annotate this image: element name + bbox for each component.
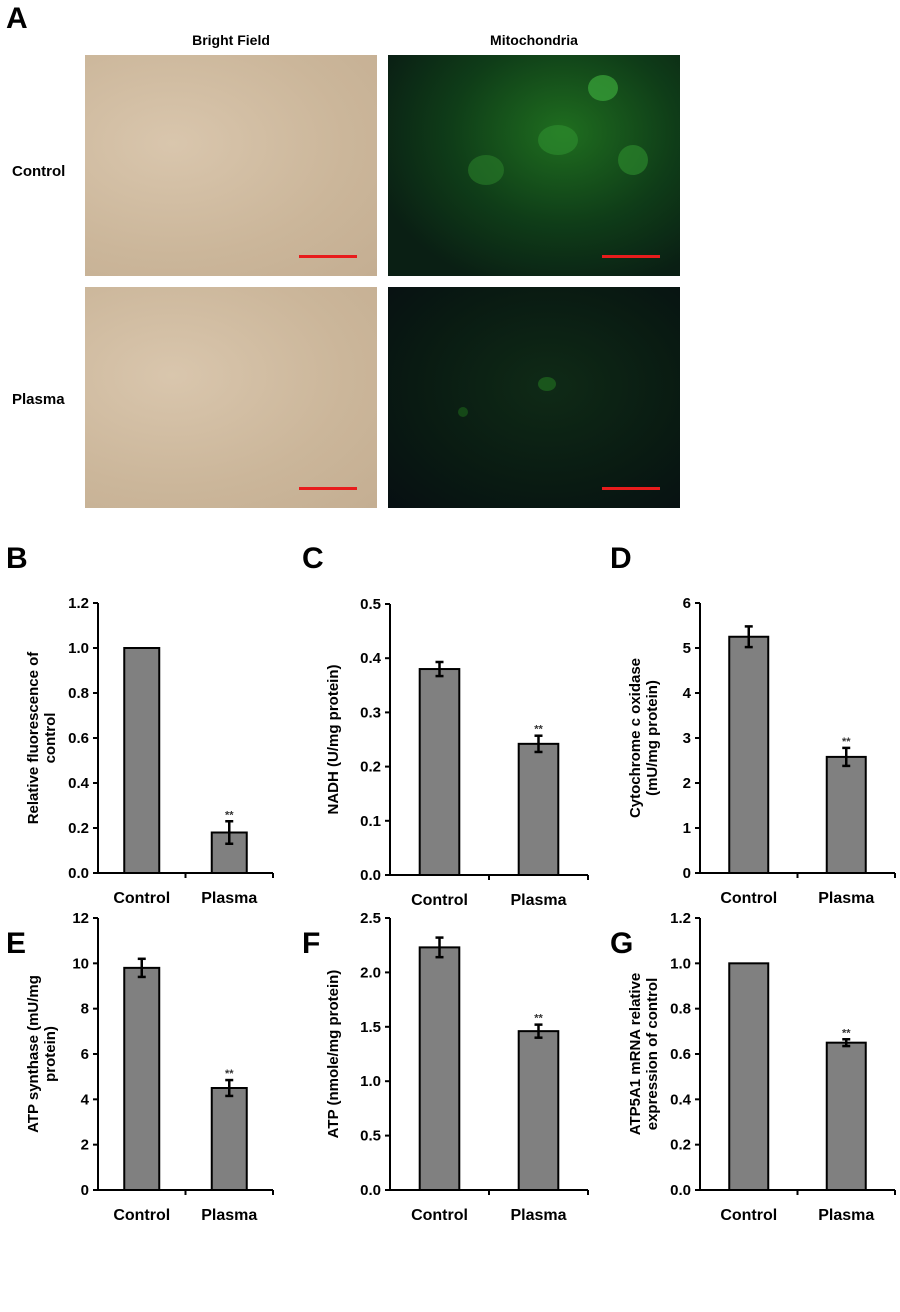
scale-bar bbox=[602, 487, 660, 490]
bright-field-plasma-image bbox=[85, 287, 377, 508]
y-tick-label-d: 2 bbox=[683, 775, 691, 792]
bar-e-plasma bbox=[210, 1087, 248, 1191]
y-tick-label-g: 1.0 bbox=[670, 955, 691, 972]
x-tick-label-d: Plasma bbox=[818, 890, 874, 907]
y-tick-label-c: 0.4 bbox=[360, 650, 382, 667]
x-tick-label-f: Control bbox=[411, 1207, 468, 1224]
panel-label-g: G bbox=[610, 927, 633, 960]
y-tick-label-b: 0.8 bbox=[68, 685, 89, 702]
row-label-control: Control bbox=[12, 163, 66, 180]
y-tick-label-f: 0.0 bbox=[360, 1182, 381, 1199]
y-tick-label-f: 0.5 bbox=[360, 1128, 381, 1145]
y-tick-label-e: 4 bbox=[81, 1091, 90, 1108]
y-tick-label-b: 1.2 bbox=[68, 595, 89, 612]
y-tick-label-d: 0 bbox=[683, 865, 691, 882]
mitochondria-control-image bbox=[388, 55, 680, 276]
y-tick-label-g: 0.6 bbox=[670, 1046, 691, 1063]
y-axis-label-e: ATP synthase (mU/mgprotein) bbox=[25, 975, 59, 1133]
panel-label-b: B bbox=[6, 542, 28, 575]
scale-bar bbox=[602, 255, 660, 258]
significance-marker-b: ** bbox=[225, 809, 234, 821]
bar-c-plasma bbox=[517, 742, 560, 876]
y-tick-label-c: 0.5 bbox=[360, 596, 381, 613]
y-axis-label-g: ATP5A1 mRNA relativeexpression of contro… bbox=[627, 973, 661, 1136]
row-label-plasma: Plasma bbox=[12, 391, 65, 408]
panel-label-e: E bbox=[6, 927, 26, 960]
y-tick-label-b: 0.2 bbox=[68, 820, 89, 837]
x-tick-label-f: Plasma bbox=[510, 1207, 566, 1224]
bar-g-control bbox=[728, 962, 770, 1191]
y-tick-label-f: 2.0 bbox=[360, 964, 381, 981]
x-tick-label-b: Plasma bbox=[201, 890, 257, 907]
bar-g-plasma bbox=[825, 1041, 867, 1191]
y-tick-label-e: 12 bbox=[72, 910, 89, 927]
y-tick-label-g: 0.2 bbox=[670, 1137, 691, 1154]
bar-b-control bbox=[123, 647, 161, 874]
y-tick-label-g: 0.4 bbox=[670, 1091, 692, 1108]
y-tick-label-e: 10 bbox=[72, 955, 89, 972]
column-header-bright-field: Bright Field bbox=[192, 32, 270, 48]
y-tick-label-f: 2.5 bbox=[360, 910, 381, 927]
y-tick-label-c: 0.2 bbox=[360, 759, 381, 776]
x-tick-label-c: Plasma bbox=[510, 892, 566, 909]
y-axis-label-c: NADH (U/mg protein) bbox=[325, 665, 342, 815]
bar-f-plasma bbox=[517, 1030, 560, 1191]
significance-marker-e: ** bbox=[225, 1068, 234, 1080]
panel-label-a: A bbox=[6, 2, 28, 35]
y-axis-label-f: ATP (nmole/mg protein) bbox=[325, 970, 342, 1139]
y-tick-label-c: 0.3 bbox=[360, 704, 381, 721]
y-tick-label-d: 1 bbox=[683, 820, 691, 837]
significance-marker-c: ** bbox=[534, 724, 543, 736]
y-tick-label-e: 8 bbox=[81, 1001, 89, 1018]
bar-d-control bbox=[728, 635, 770, 874]
x-tick-label-e: Control bbox=[113, 1207, 170, 1224]
significance-marker-d: ** bbox=[842, 736, 851, 748]
x-tick-label-g: Control bbox=[720, 1207, 777, 1224]
mitochondria-plasma-image bbox=[388, 287, 680, 508]
y-tick-label-b: 0.6 bbox=[68, 730, 89, 747]
y-tick-label-g: 1.2 bbox=[670, 910, 691, 927]
y-tick-label-b: 1.0 bbox=[68, 640, 89, 657]
bright-field-control-image bbox=[85, 55, 377, 276]
panel-label-d: D bbox=[610, 542, 632, 575]
x-tick-label-e: Plasma bbox=[201, 1207, 257, 1224]
significance-marker-f: ** bbox=[534, 1013, 543, 1025]
y-tick-label-e: 2 bbox=[81, 1137, 89, 1154]
column-header-mitochondria: Mitochondria bbox=[490, 32, 578, 48]
y-tick-label-e: 0 bbox=[81, 1182, 89, 1199]
y-tick-label-c: 0.0 bbox=[360, 867, 381, 884]
scale-bar bbox=[299, 255, 357, 258]
y-axis-label-b: Relative fluorescence ofcontrol bbox=[25, 651, 59, 825]
y-tick-label-e: 6 bbox=[81, 1046, 89, 1063]
y-tick-label-d: 5 bbox=[683, 640, 691, 657]
scale-bar bbox=[299, 487, 357, 490]
y-tick-label-d: 4 bbox=[683, 685, 692, 702]
y-tick-label-g: 0.8 bbox=[670, 1001, 691, 1018]
y-tick-label-b: 0.4 bbox=[68, 775, 90, 792]
bar-d-plasma bbox=[825, 755, 867, 875]
y-tick-label-f: 1.0 bbox=[360, 1073, 381, 1090]
panel-label-f: F bbox=[302, 927, 320, 960]
y-axis-label-d: Cytochrome c oxidase(mU/mg protein) bbox=[627, 658, 661, 818]
x-tick-label-g: Plasma bbox=[818, 1207, 874, 1224]
significance-marker-g: ** bbox=[842, 1027, 851, 1039]
y-tick-label-d: 6 bbox=[683, 595, 691, 612]
bar-c-control bbox=[418, 668, 461, 876]
y-tick-label-c: 0.1 bbox=[360, 813, 381, 830]
y-tick-label-g: 0.0 bbox=[670, 1182, 691, 1199]
x-tick-label-b: Control bbox=[113, 890, 170, 907]
y-tick-label-d: 3 bbox=[683, 730, 691, 747]
x-tick-label-d: Control bbox=[720, 890, 777, 907]
bar-e-control bbox=[123, 966, 161, 1191]
y-tick-label-f: 1.5 bbox=[360, 1019, 381, 1036]
bar-f-control bbox=[418, 946, 461, 1191]
x-tick-label-c: Control bbox=[411, 892, 468, 909]
y-tick-label-b: 0.0 bbox=[68, 865, 89, 882]
panel-label-c: C bbox=[302, 542, 324, 575]
